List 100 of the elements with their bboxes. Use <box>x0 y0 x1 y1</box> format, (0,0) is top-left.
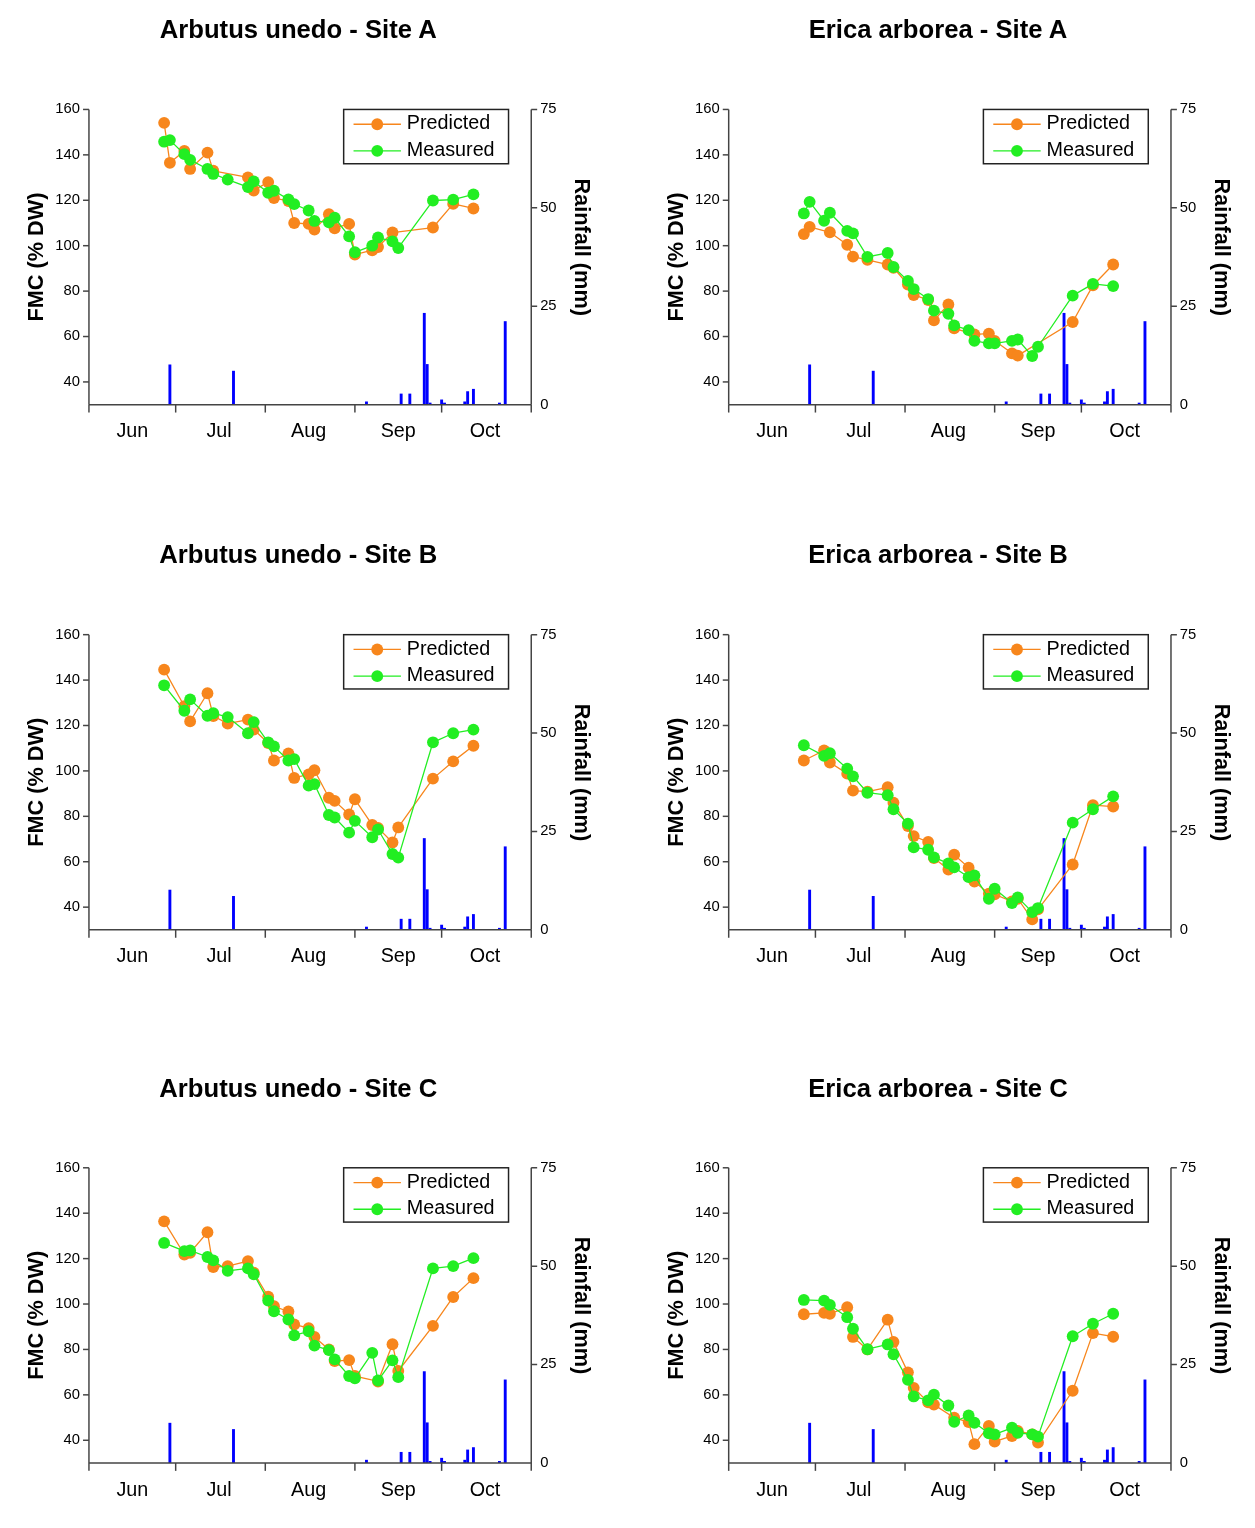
y2-tick-label: 0 <box>540 920 549 937</box>
x-tick-label: Sep <box>1020 1477 1056 1500</box>
x-tick-label: Jun <box>116 944 149 967</box>
y2-tick-label: 50 <box>1179 723 1197 740</box>
x-tick-label: Aug <box>930 944 966 967</box>
x-tick-label: Aug <box>291 1477 327 1500</box>
x-tick-label: Jul <box>846 944 872 967</box>
y-tick-label: 160 <box>695 100 720 117</box>
y-tick-label: 100 <box>695 1294 720 1311</box>
legend-label: Predicted <box>1046 1169 1130 1192</box>
legend-label: Measured <box>406 663 495 686</box>
y-tick-label: 80 <box>703 282 720 299</box>
x-tick-label: Jul <box>206 419 232 442</box>
y2-tick-label: 0 <box>540 395 549 412</box>
chart-title: Erica arborea - Site B <box>808 540 1068 569</box>
y2-axis-title: Rainfall (mm) <box>569 703 595 842</box>
x-tick-label: Oct <box>1109 419 1141 442</box>
y-tick-label: 140 <box>695 1204 720 1221</box>
y-tick-label: 60 <box>63 1385 81 1402</box>
y2-tick-label: 50 <box>540 1257 557 1274</box>
y2-tick-label: 25 <box>540 297 557 314</box>
chart-title: Arbutus unedo - Site C <box>159 1073 438 1102</box>
legend-label: Predicted <box>406 1169 491 1192</box>
y-tick-label: 120 <box>695 191 720 208</box>
y-tick-label: 60 <box>703 327 720 344</box>
y2-tick-label: 0 <box>1179 1453 1189 1470</box>
y-tick-label: 160 <box>55 1158 81 1175</box>
y-tick-label: 100 <box>55 236 81 253</box>
y-tick-label: 100 <box>695 761 720 778</box>
y-tick-label: 120 <box>55 716 81 733</box>
chart-title: Arbutus unedo - Site A <box>159 15 437 44</box>
legend-label: Predicted <box>1046 636 1130 659</box>
y2-tick-label: 75 <box>1179 625 1197 642</box>
x-tick-label: Jun <box>756 944 788 967</box>
y2-tick-label: 0 <box>540 1453 549 1470</box>
y2-tick-label: 75 <box>540 100 557 117</box>
x-tick-label: Oct <box>1109 944 1141 967</box>
x-tick-label: Jul <box>846 1477 872 1500</box>
y-tick-label: 100 <box>695 236 720 253</box>
y2-tick-label: 25 <box>540 1355 557 1372</box>
y2-axis-title: Rainfall (mm) <box>1209 703 1235 842</box>
x-tick-label: Jul <box>206 1477 232 1500</box>
y-tick-label: 60 <box>63 852 81 869</box>
y-tick-label: 140 <box>55 670 81 687</box>
x-tick-label: Jul <box>206 944 232 967</box>
y-tick-label: 80 <box>63 807 81 824</box>
chart-title: Arbutus unedo - Site B <box>159 540 438 569</box>
y-tick-label: 40 <box>703 1431 720 1448</box>
y-tick-label: 120 <box>55 1249 81 1266</box>
y-tick-label: 40 <box>63 898 81 915</box>
legend-label: Measured <box>1046 663 1135 686</box>
x-tick-label: Aug <box>930 1477 966 1500</box>
y-tick-label: 100 <box>55 1294 81 1311</box>
y-tick-label: 160 <box>695 1158 720 1175</box>
legend-label: Predicted <box>1046 111 1130 134</box>
y2-tick-label: 50 <box>1179 198 1197 215</box>
y2-axis-title: Rainfall (mm) <box>1209 1236 1235 1375</box>
x-tick-label: Oct <box>469 944 501 967</box>
x-tick-label: Aug <box>291 944 327 967</box>
y2-tick-label: 0 <box>1179 920 1189 937</box>
x-tick-label: Sep <box>1020 419 1056 442</box>
y-tick-label: 140 <box>55 1204 81 1221</box>
y-tick-label: 40 <box>703 898 720 915</box>
y2-tick-label: 50 <box>540 198 557 215</box>
y-axis-title: FMC (% DW) <box>663 717 689 847</box>
y2-tick-label: 75 <box>1179 100 1197 117</box>
x-tick-label: Sep <box>380 944 416 967</box>
y2-axis-title: Rainfall (mm) <box>569 178 595 316</box>
y-axis-title: FMC (% DW) <box>663 192 689 322</box>
y-axis-title: FMC (% DW) <box>23 717 49 847</box>
x-tick-label: Sep <box>380 419 416 442</box>
y-tick-label: 160 <box>55 625 81 642</box>
y2-tick-label: 25 <box>1179 1355 1197 1372</box>
legend-label: Predicted <box>406 111 491 134</box>
y2-axis-title: Rainfall (mm) <box>569 1236 595 1375</box>
x-tick-label: Oct <box>469 419 501 442</box>
x-tick-label: Oct <box>469 1477 501 1500</box>
x-tick-label: Jun <box>756 419 788 442</box>
x-tick-label: Jul <box>846 419 872 442</box>
y-tick-label: 80 <box>63 282 81 299</box>
legend-label: Predicted <box>406 636 491 659</box>
y-axis-title: FMC (% DW) <box>23 192 49 322</box>
y-tick-label: 40 <box>63 1431 81 1448</box>
y2-tick-label: 25 <box>540 822 557 839</box>
y-tick-label: 80 <box>703 807 720 824</box>
y2-tick-label: 0 <box>1179 395 1189 412</box>
chart-title: Erica arborea - Site A <box>808 15 1068 44</box>
y-tick-label: 140 <box>695 670 720 687</box>
y-tick-label: 60 <box>63 327 81 344</box>
y-tick-label: 40 <box>63 372 81 389</box>
legend-label: Measured <box>406 1196 495 1219</box>
x-tick-label: Jun <box>756 1477 788 1500</box>
y2-tick-label: 75 <box>1179 1158 1197 1175</box>
y-tick-label: 160 <box>55 100 81 117</box>
y2-tick-label: 50 <box>540 723 557 740</box>
x-tick-label: Oct <box>1109 1477 1141 1500</box>
x-tick-label: Sep <box>1020 944 1056 967</box>
y-tick-label: 140 <box>695 145 720 162</box>
legend-label: Measured <box>406 138 495 161</box>
x-tick-label: Sep <box>380 1477 416 1500</box>
